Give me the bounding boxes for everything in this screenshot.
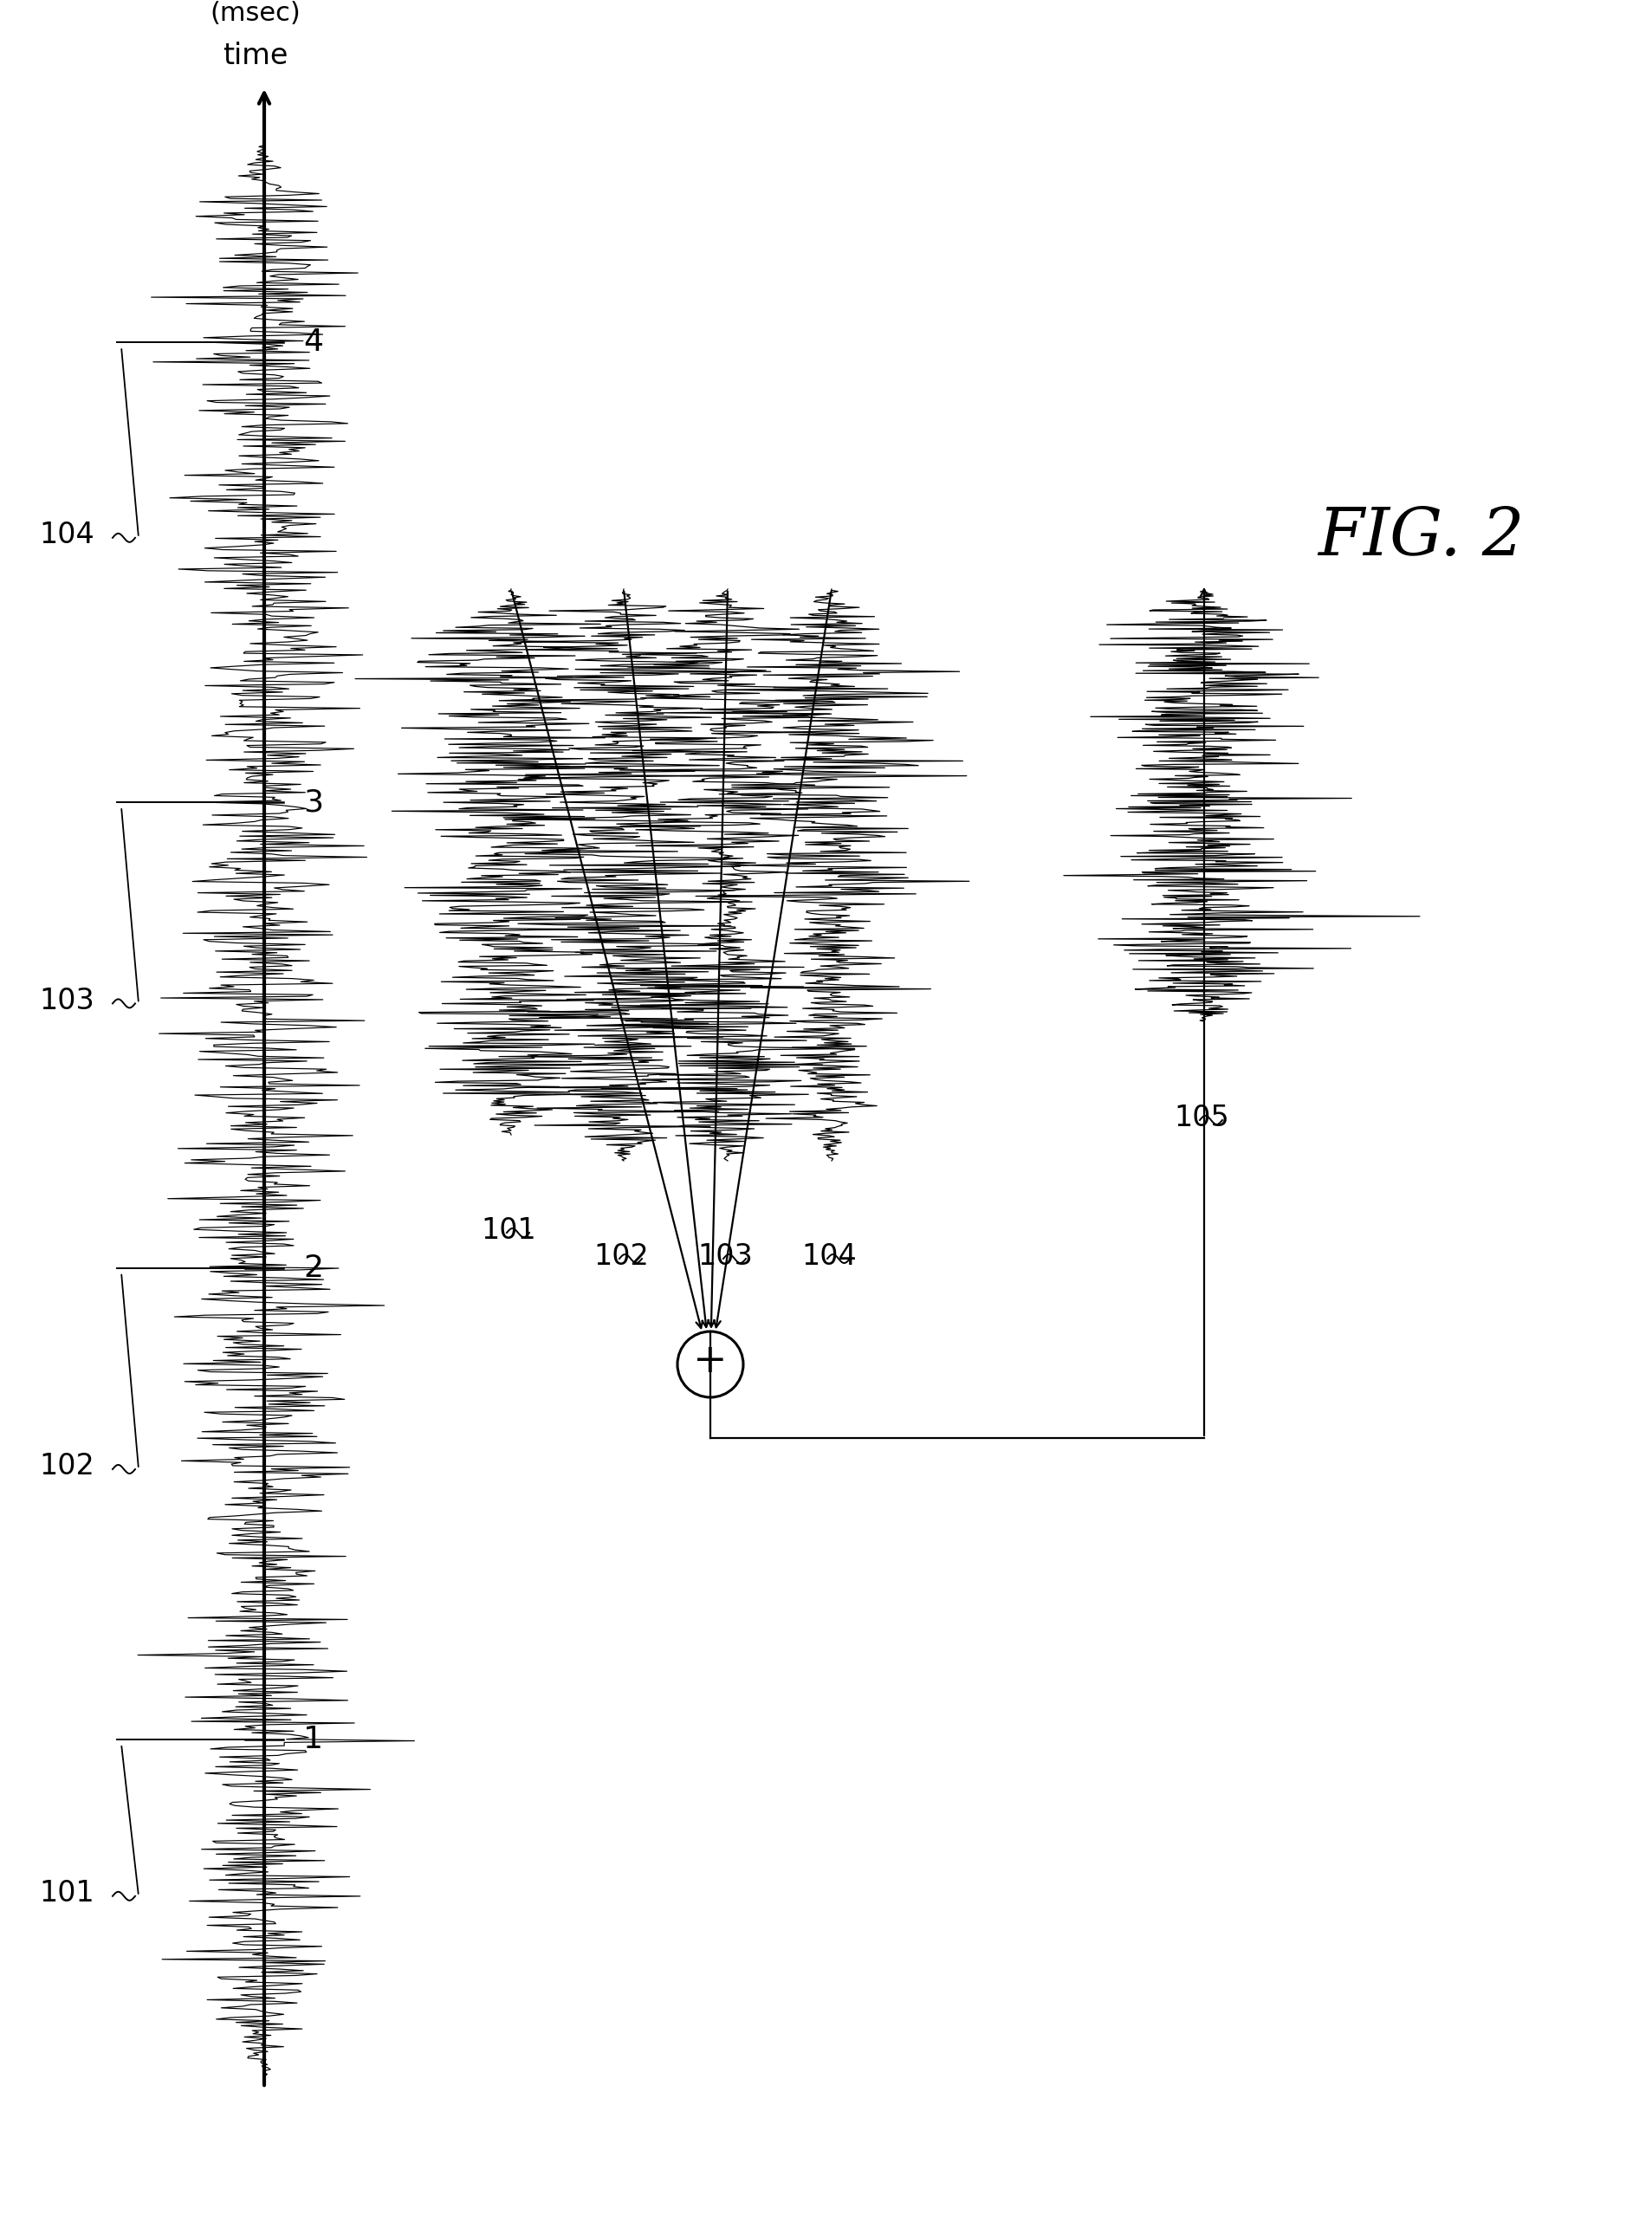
Text: 1: 1 xyxy=(304,1725,324,1754)
Text: 102: 102 xyxy=(593,1243,649,1269)
Text: 104: 104 xyxy=(801,1243,856,1269)
Text: 4: 4 xyxy=(304,329,324,358)
Text: 105: 105 xyxy=(1175,1104,1229,1131)
Text: FIG. 2: FIG. 2 xyxy=(1317,505,1525,570)
Text: 103: 103 xyxy=(697,1243,753,1269)
Text: time: time xyxy=(223,42,287,72)
Text: 103: 103 xyxy=(40,986,94,1015)
Text: 104: 104 xyxy=(40,521,94,550)
Text: 2: 2 xyxy=(304,1254,324,1283)
Text: 101: 101 xyxy=(40,1880,94,1909)
Text: +: + xyxy=(694,1343,727,1381)
Text: 3: 3 xyxy=(304,787,324,818)
Text: 102: 102 xyxy=(40,1453,94,1482)
Text: 101: 101 xyxy=(481,1216,535,1245)
Text: (msec): (msec) xyxy=(210,0,301,25)
